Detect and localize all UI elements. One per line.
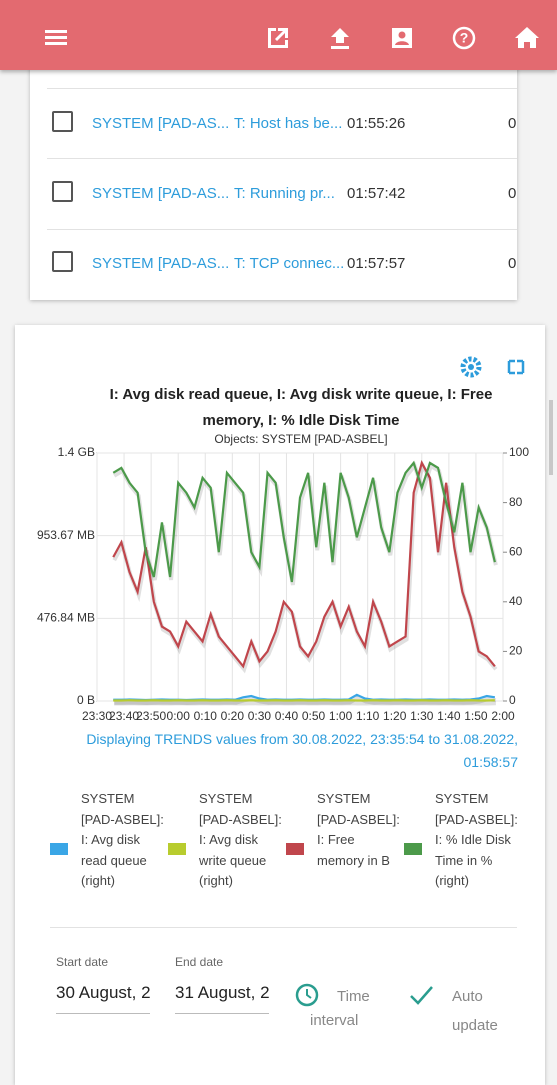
- x-tick-label: 2:00: [491, 709, 515, 723]
- y2-tick-label: 80: [509, 495, 523, 509]
- x-tick-label: 1:50: [464, 709, 488, 723]
- legend-swatch[interactable]: [404, 843, 422, 855]
- x-tick-label: 1:30: [410, 709, 434, 723]
- form-icons: [290, 980, 520, 1015]
- chart-title: I: Avg disk read queue, I: Avg disk writ…: [100, 382, 502, 434]
- x-tick-label: 1:10: [356, 709, 380, 723]
- x-tick-label: 1:20: [383, 709, 407, 723]
- legend-label[interactable]: SYSTEM [PAD-ASBEL]: I: % Idle Disk Time …: [435, 789, 523, 892]
- page: SYSTEM [PAD-AS...T: Host has be...01:55:…: [0, 0, 557, 1060]
- caption: Displaying TRENDS values from 30.08.2022…: [80, 728, 518, 774]
- chart-subtitle: Objects: SYSTEM [PAD-ASBEL]: [214, 432, 387, 446]
- legend-label[interactable]: SYSTEM [PAD-ASBEL]: I: Free memory in B: [317, 789, 405, 871]
- y2-tick-label: 0: [509, 693, 516, 707]
- x-tick-label: 23:50: [136, 709, 166, 723]
- x-tick-label: 1:40: [437, 709, 461, 723]
- legend-label[interactable]: SYSTEM [PAD-ASBEL]: I: Avg disk read que…: [81, 789, 169, 892]
- y2-tick-label: 20: [509, 644, 523, 658]
- data-line: [113, 463, 495, 582]
- y2-tick-label: 100: [509, 445, 529, 459]
- x-tick-label: 0:10: [194, 709, 218, 723]
- y-tick-label: 476.84 MB: [37, 611, 95, 625]
- x-tick-label: 0:00: [167, 709, 191, 723]
- separator: [50, 927, 517, 928]
- x-tick-label: 0:20: [221, 709, 245, 723]
- settings-icon[interactable]: [463, 359, 479, 375]
- chart: Objects: SYSTEM [PAD-ASBEL] 23:3023:4023:…: [0, 0, 557, 1060]
- legend-swatch[interactable]: [168, 843, 186, 855]
- start-date[interactable]: 30 August, 2: [56, 983, 150, 1014]
- y2-tick-label: 60: [509, 544, 523, 558]
- check-icon[interactable]: [411, 987, 432, 1003]
- y-tick-label: 1.4 GB: [58, 445, 95, 459]
- y2-tick-label: 40: [509, 594, 523, 608]
- auto-update[interactable]: update: [452, 1017, 498, 1034]
- end-date[interactable]: 31 August, 2: [175, 983, 269, 1014]
- x-tick-label: 23:40: [109, 709, 139, 723]
- x-tick-label: 23:30: [82, 709, 112, 723]
- y-tick-label: 953.67 MB: [37, 528, 95, 542]
- scrollbar: [549, 400, 553, 475]
- x-tick-label: 1:00: [329, 709, 353, 723]
- end-label: End date: [175, 955, 223, 969]
- fullscreen-icon[interactable]: [509, 361, 523, 373]
- y-tick-label: 0 B: [77, 693, 95, 707]
- auto-update[interactable]: Auto: [452, 988, 483, 1005]
- x-tick-label: 0:30: [248, 709, 272, 723]
- data-line: [113, 695, 495, 700]
- legend-swatch[interactable]: [50, 843, 68, 855]
- start-label: Start date: [56, 955, 108, 969]
- time-interval[interactable]: Time: [337, 988, 370, 1005]
- x-tick-label: 0:40: [275, 709, 299, 723]
- legend-label[interactable]: SYSTEM [PAD-ASBEL]: I: Avg disk write qu…: [199, 789, 287, 892]
- x-tick-label: 0:50: [302, 709, 326, 723]
- time-interval[interactable]: interval: [310, 1012, 358, 1029]
- legend-swatch[interactable]: [286, 843, 304, 855]
